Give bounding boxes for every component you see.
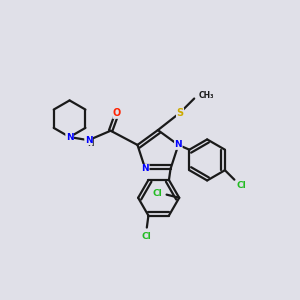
Text: O: O <box>113 108 121 118</box>
Text: N: N <box>85 136 92 145</box>
Text: Cl: Cl <box>153 190 163 199</box>
Text: N: N <box>175 140 182 149</box>
Text: H: H <box>87 140 93 148</box>
Text: N: N <box>66 133 74 142</box>
Text: CH₃: CH₃ <box>199 91 214 100</box>
Text: Cl: Cl <box>142 232 152 241</box>
Text: Cl: Cl <box>236 181 246 190</box>
Text: S: S <box>176 108 184 118</box>
Text: N: N <box>142 164 149 173</box>
